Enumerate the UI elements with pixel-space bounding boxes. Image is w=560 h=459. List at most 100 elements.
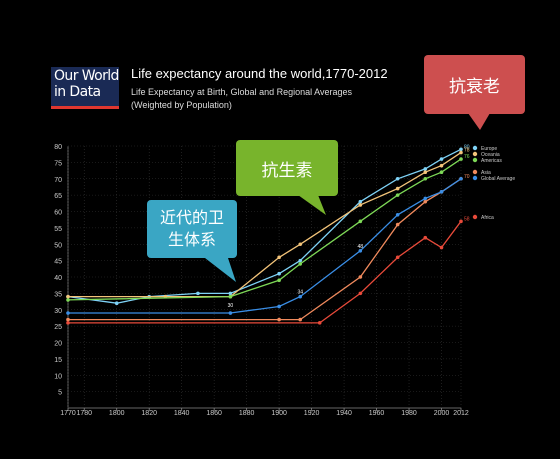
data-point-africa (423, 235, 428, 240)
data-point-asia (277, 317, 281, 322)
end-label-oceania: 78 (464, 148, 470, 154)
y-tick-label: 65 (54, 193, 62, 200)
data-point-global-average (439, 190, 444, 194)
data-point-africa (439, 245, 444, 250)
x-tick-label: 1820 (141, 410, 157, 417)
callout-antibiotics-text: 抗生素 (261, 160, 313, 181)
y-axis-ticks: 5 10 15 20 25 30 35 40 45 50 55 60 65 70 75 80 (54, 144, 62, 397)
end-label-asia: 70 (464, 174, 470, 180)
data-point-global-average (298, 294, 303, 299)
callout-sanitation: 近代的卫生体系 (147, 200, 237, 258)
data-point-asia (423, 199, 428, 204)
series-lines (66, 147, 463, 325)
legend-dot-asia (472, 169, 478, 175)
data-point-global-average (228, 311, 233, 315)
x-tick-label: 1880 (239, 410, 255, 417)
annotation-label: 34 (297, 290, 303, 296)
data-point-americas (423, 176, 428, 181)
series-line-europe (67, 148, 462, 304)
x-tick-label: 1900 (271, 410, 287, 417)
data-point-europe (196, 291, 200, 296)
logo-red-bar (51, 106, 119, 109)
y-tick-label: 70 (54, 177, 62, 184)
data-point-africa (317, 321, 322, 325)
data-point-africa (358, 291, 363, 296)
x-tick-label: 1860 (206, 410, 222, 417)
annotation-label: 48 (358, 244, 364, 250)
chart-subtitle: Life Expectancy at Birth, Global and Reg… (131, 86, 352, 112)
data-point-oceania (395, 186, 400, 191)
data-point-europe (423, 167, 428, 171)
legend-label-europe: Europe (481, 146, 497, 152)
y-tick-label: 75 (54, 160, 62, 167)
data-point-europe (439, 157, 444, 161)
y-tick-label: 40 (54, 275, 62, 282)
data-point-europe (395, 176, 400, 181)
y-tick-label: 60 (54, 210, 62, 217)
y-tick-label: 80 (54, 144, 62, 151)
data-point-americas (228, 294, 233, 299)
annotation-label: 30 (228, 303, 234, 309)
legend-label-oceania: Oceania (481, 152, 500, 158)
data-point-asia (395, 222, 400, 227)
x-tick-label: 1920 (304, 410, 320, 417)
series-line-oceania (68, 152, 462, 298)
y-tick-label: 15 (54, 357, 62, 364)
legend-dot-oceania (472, 151, 478, 157)
subtitle-line-1: Life Expectancy at Birth, Global and Reg… (131, 87, 352, 97)
data-point-europe (459, 147, 463, 152)
x-axis-ticks: 1770 1780 1800 1820 1840 1860 1880 1900 1920 1940… (60, 408, 469, 417)
callout-antiaging-text: 抗衰老 (449, 77, 500, 97)
x-tick-label: 1980 (401, 410, 417, 417)
data-point-global-average (358, 249, 363, 253)
logo-line-1: Our World (54, 68, 119, 84)
data-point-americas (395, 193, 400, 197)
data-point-europe (358, 199, 363, 204)
chart-title: Life expectancy around the world,1770-20… (131, 66, 388, 81)
data-point-europe (114, 301, 119, 306)
callout-sanitation-text: 近代的卫生体系 (159, 208, 224, 249)
data-point-africa (459, 219, 463, 224)
y-tick-label: 45 (54, 259, 62, 266)
data-point-oceania (423, 170, 428, 174)
data-point-asia (66, 317, 70, 322)
data-point-africa (66, 321, 70, 325)
x-tick-label: 1840 (174, 410, 190, 417)
x-tick-label: 1960 (369, 410, 385, 417)
x-tick-label: 1770 (60, 410, 76, 417)
data-point-europe (277, 271, 281, 276)
y-tick-label: 35 (54, 291, 62, 298)
end-label-americas: 76 (464, 154, 470, 160)
data-point-oceania (277, 255, 281, 260)
x-tick-label: 2012 (453, 410, 469, 417)
data-point-global-average (277, 304, 281, 309)
legend-dot-europe (472, 145, 478, 151)
y-tick-label: 55 (54, 226, 62, 233)
x-tick-label: 2000 (434, 410, 450, 417)
y-tick-label: 5 (58, 390, 62, 397)
x-tick-label: 1780 (76, 410, 92, 417)
end-label-europe: 80 (464, 144, 470, 150)
data-point-oceania (358, 203, 363, 207)
legend-label-global-average: Global Average (481, 176, 515, 182)
data-point-americas (298, 262, 303, 266)
y-tick-label: 50 (54, 242, 62, 249)
legend-label-africa: Africa (481, 215, 494, 221)
end-label-africa: 58 (464, 216, 470, 222)
data-point-africa (395, 255, 400, 260)
y-tick-label: 10 (54, 373, 62, 380)
data-point-oceania (439, 163, 444, 168)
x-tick-label: 1800 (109, 410, 125, 417)
data-point-americas (439, 170, 444, 174)
data-point-asia (358, 275, 363, 279)
data-point-oceania (298, 242, 303, 247)
data-point-europe (298, 258, 303, 263)
legend-dot-americas (472, 157, 478, 163)
data-point-oceania (66, 294, 70, 299)
data-point-americas (358, 219, 363, 224)
callout-antibiotics: 抗生素 (236, 140, 338, 196)
series-line-global-average (68, 178, 462, 314)
